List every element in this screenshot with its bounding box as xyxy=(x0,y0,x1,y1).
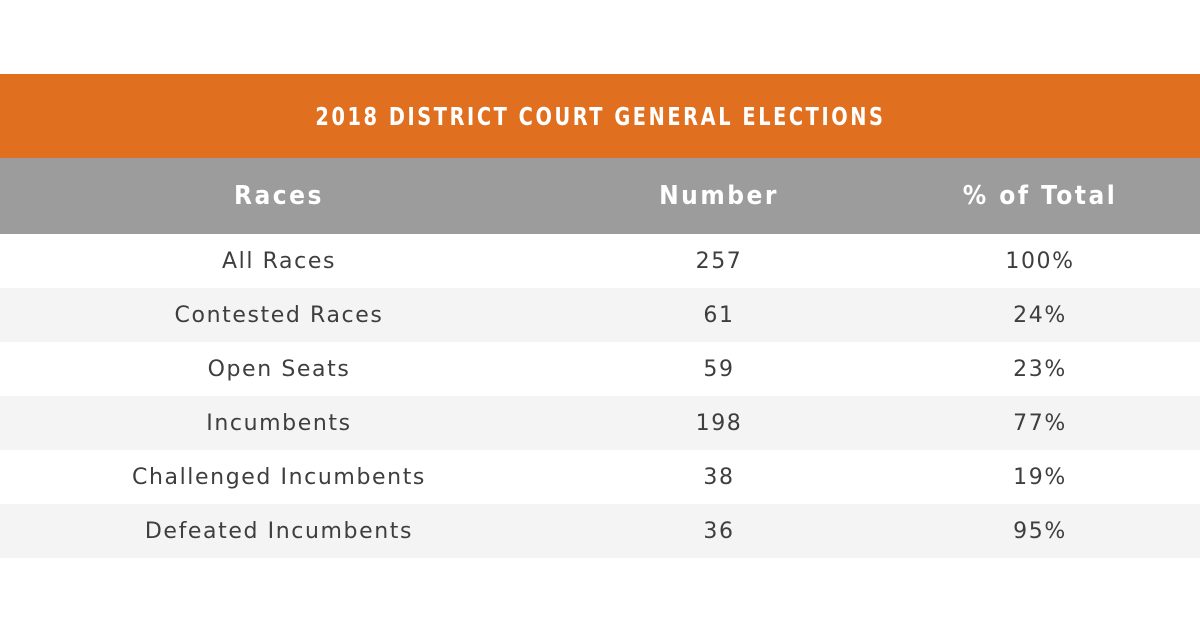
election-table: 2018 DISTRICT COURT GENERAL ELECTIONS Ra… xyxy=(0,74,1200,558)
table-row: Defeated Incumbents 36 95% xyxy=(0,504,1200,558)
number-cell: 36 xyxy=(703,518,735,544)
percent-cell: 77% xyxy=(1013,410,1067,436)
number-cell: 61 xyxy=(703,302,735,328)
table-row: Challenged Incumbents 38 19% xyxy=(0,450,1200,504)
percent-cell: 24% xyxy=(1013,302,1067,328)
number-cell: 59 xyxy=(703,356,735,382)
table-title-bar: 2018 DISTRICT COURT GENERAL ELECTIONS xyxy=(0,74,1200,158)
percent-cell: 19% xyxy=(1013,464,1067,490)
number-cell: 198 xyxy=(695,410,743,436)
number-cell: 257 xyxy=(695,248,743,274)
race-cell: Challenged Incumbents xyxy=(132,464,426,490)
table-row: Contested Races 61 24% xyxy=(0,288,1200,342)
header-percent-of-total: % of Total xyxy=(962,181,1118,211)
percent-cell: 23% xyxy=(1013,356,1067,382)
race-cell: All Races xyxy=(221,248,337,274)
header-number: Number xyxy=(659,181,779,211)
table-row: All Races 257 100% xyxy=(0,234,1200,288)
header-races: Races xyxy=(234,181,324,211)
race-cell: Contested Races xyxy=(174,302,384,328)
race-cell: Open Seats xyxy=(207,356,351,382)
table-row: Open Seats 59 23% xyxy=(0,342,1200,396)
race-cell: Incumbents xyxy=(206,410,352,436)
table-header-row: Races Number % of Total xyxy=(0,158,1200,234)
percent-cell: 95% xyxy=(1013,518,1067,544)
table-row: Incumbents 198 77% xyxy=(0,396,1200,450)
table-title: 2018 DISTRICT COURT GENERAL ELECTIONS xyxy=(314,101,886,131)
race-cell: Defeated Incumbents xyxy=(144,518,414,544)
percent-cell: 100% xyxy=(1005,248,1075,274)
number-cell: 38 xyxy=(703,464,735,490)
